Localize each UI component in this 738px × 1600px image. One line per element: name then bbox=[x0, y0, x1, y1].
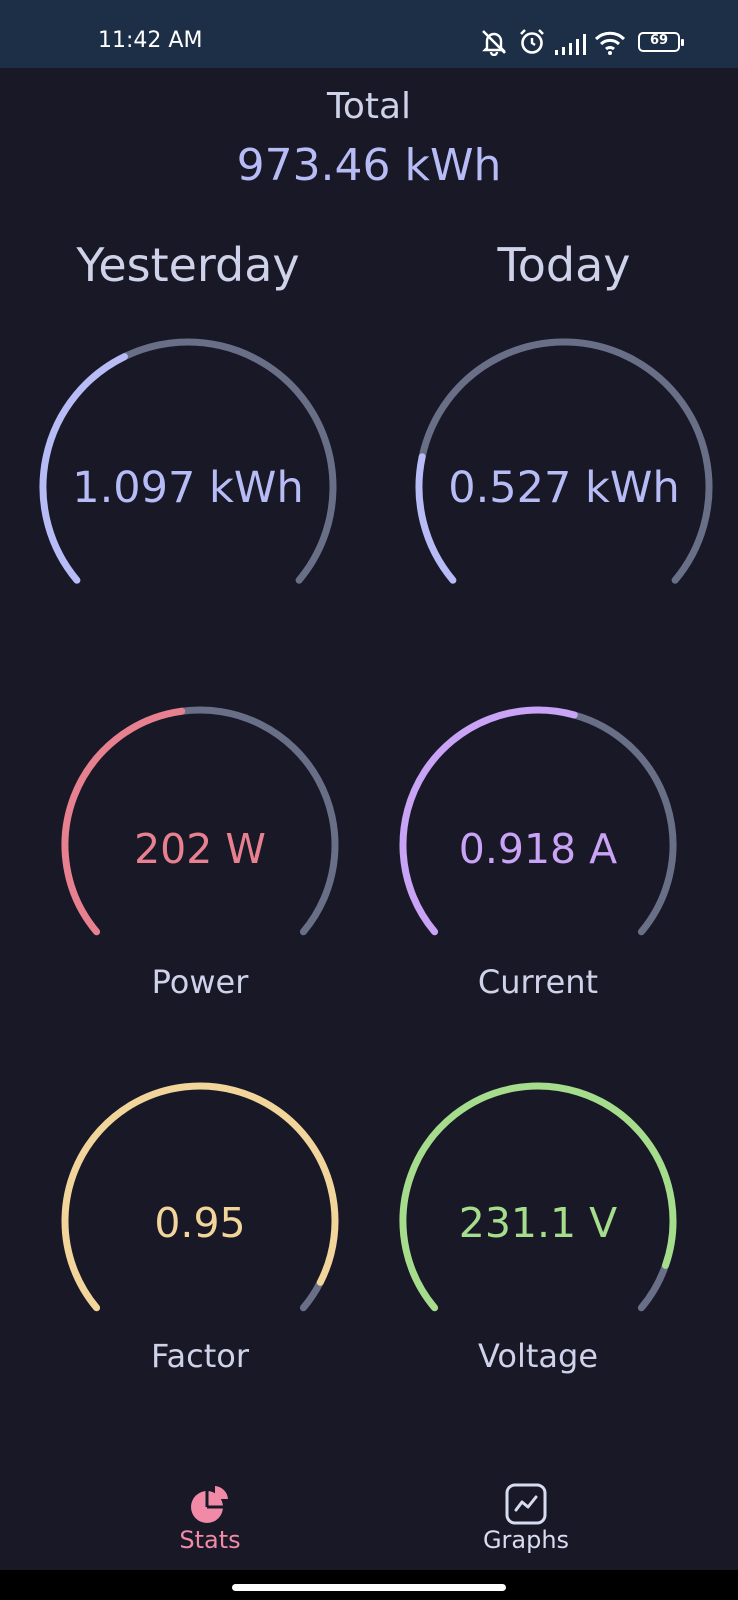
gauge-fill bbox=[61, 707, 186, 936]
gauge-value: 231.1 V bbox=[458, 1199, 618, 1247]
battery-level: 69 bbox=[649, 33, 669, 48]
nav-label: Graphs bbox=[482, 1526, 570, 1554]
signal-icon bbox=[555, 34, 586, 55]
gauge-track bbox=[637, 1261, 669, 1312]
gauge-fill bbox=[399, 1082, 677, 1312]
gauge-arc bbox=[415, 338, 713, 584]
line-graph-icon bbox=[505, 1483, 547, 1525]
nav-label: Stats bbox=[179, 1526, 241, 1554]
yesterday-heading: Yesterday bbox=[76, 238, 300, 292]
gauge-value: 202 W bbox=[134, 825, 266, 873]
gauge-caption: Factor bbox=[151, 1337, 249, 1375]
gauge-arc bbox=[39, 338, 337, 584]
gauge-fill bbox=[399, 706, 578, 936]
wifi-icon bbox=[594, 31, 626, 55]
today-heading: Today bbox=[497, 238, 631, 292]
current-gauge: 0.918 A Current bbox=[398, 705, 678, 1005]
yesterday-gauge: 1.097 kWh bbox=[38, 337, 338, 597]
alarm-icon bbox=[520, 29, 544, 54]
gauge-track bbox=[120, 338, 337, 584]
status-time: 11:42 AM bbox=[98, 28, 203, 53]
gauge-caption: Voltage bbox=[477, 1337, 599, 1375]
gesture-handle[interactable] bbox=[232, 1584, 506, 1591]
gauge-track bbox=[178, 706, 339, 936]
battery-icon: 69 bbox=[638, 32, 684, 52]
bottom-navigation: Stats Graphs bbox=[0, 1450, 738, 1570]
gauge-track bbox=[570, 711, 677, 936]
gauge-caption: Current bbox=[477, 963, 599, 1001]
voltage-gauge: 231.1 V Voltage bbox=[398, 1081, 678, 1381]
total-label: Total bbox=[326, 86, 412, 127]
gauge-caption: Power bbox=[151, 963, 249, 1001]
gauge-arc bbox=[399, 706, 677, 936]
gauge-fill bbox=[61, 1082, 339, 1312]
gauge-track bbox=[299, 1278, 324, 1312]
gauge-fill bbox=[39, 353, 128, 584]
gauge-arc bbox=[61, 706, 339, 936]
total-value: 973.46 kWh bbox=[236, 140, 502, 191]
gauge-value: 0.527 kWh bbox=[448, 463, 680, 513]
gauge-fill bbox=[415, 453, 457, 584]
nav-stats-tab[interactable]: Stats bbox=[130, 1450, 290, 1560]
status-bar: 11:42 AM bbox=[0, 0, 738, 68]
power-gauge: 202 W Power bbox=[60, 705, 340, 1005]
gauge-track bbox=[418, 338, 713, 584]
muted-bell-icon bbox=[482, 30, 506, 56]
gauge-arc bbox=[61, 1082, 339, 1312]
gauge-value: 1.097 kWh bbox=[72, 463, 304, 513]
nav-graphs-tab[interactable]: Graphs bbox=[446, 1450, 606, 1560]
gauge-value: 0.95 bbox=[154, 1199, 246, 1247]
today-gauge: 0.527 kWh bbox=[414, 337, 714, 597]
gauge-value: 0.918 A bbox=[458, 825, 618, 873]
gauge-arc bbox=[399, 1082, 677, 1312]
pie-chart-icon bbox=[191, 1486, 228, 1523]
factor-gauge: 0.95 Factor bbox=[60, 1081, 340, 1381]
